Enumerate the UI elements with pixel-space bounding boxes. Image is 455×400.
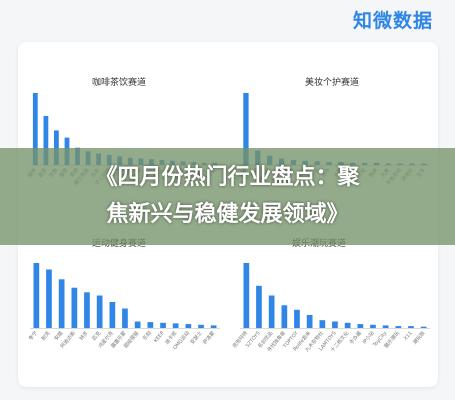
chart-2-tick-label-4: 特步 (78, 330, 90, 342)
chart-title-beauty: 美妆个护赛道 (305, 78, 360, 88)
chart-2-bar-10 (160, 322, 166, 328)
chart-2-bar-12 (185, 324, 192, 328)
headline-line-1: 《四月份热门行业盘点：聚 (95, 165, 360, 190)
chart-2-tick-label-2: 安踏 (53, 330, 65, 342)
headline-banner (0, 148, 455, 245)
chart-2-bar-1 (46, 269, 52, 328)
chart-3-bar-9 (357, 324, 364, 328)
chart-2-tick-label-0: 李宁 (27, 330, 39, 342)
chart-3-bar-8 (344, 322, 351, 328)
chart-3-bar-12 (395, 326, 402, 328)
chart-2-bar-9 (147, 322, 154, 328)
chart-0-bar-0 (32, 93, 38, 165)
chart-3-bar-2 (268, 295, 275, 328)
chart-2-bar-5 (96, 295, 103, 328)
chart-3-bar-11 (382, 325, 389, 328)
chart-3-tick-label-14: 潮玩族 (411, 330, 426, 346)
chart-3-bar-13 (408, 326, 414, 328)
chart-3-bar-14 (420, 326, 427, 328)
chart-0-bar-1 (43, 116, 49, 165)
chart-3-bar-6 (319, 320, 326, 328)
chart-2-bar-0 (33, 263, 40, 328)
chart-3-bar-5 (306, 315, 313, 328)
chart-2-bar-4 (84, 292, 90, 329)
chart-2-tick-label-5: 匹克 (91, 330, 102, 342)
chart-3-tick-label-9: 手办酱 (348, 330, 363, 346)
chart-2-bar-6 (109, 302, 116, 328)
chart-3-tick-label-13: X11 (403, 330, 414, 341)
headline-line-2: 焦新兴与稳健发展领域》 (106, 202, 349, 227)
chart-2-bar-2 (58, 279, 65, 329)
chart-3-bar-10 (370, 324, 376, 329)
chart-2-bar-3 (71, 287, 78, 328)
chart-2-bar-14 (210, 325, 217, 328)
chart-3-bar-7 (332, 321, 338, 328)
chart-3-bar-3 (281, 305, 288, 329)
chart-2-tick-label-9: 乐刻 (141, 330, 153, 342)
chart-1-bar-0 (243, 93, 249, 165)
chart-2-tick-label-1: 耐克 (40, 330, 52, 342)
chart-0-bar-2 (54, 130, 59, 165)
chart-title-coffee-tea: 咖啡茶饮赛道 (92, 78, 147, 88)
chart-3-bar-4 (294, 309, 300, 328)
chart-2-bar-7 (122, 308, 128, 328)
chart-2-tick-label-13: 亚瑟士 (189, 330, 204, 346)
chart-3-bar-0 (243, 263, 250, 328)
chart-3-bar-1 (256, 285, 262, 329)
chart-2-bar-13 (198, 324, 204, 329)
chart-2-tick-label-14: 萨洛蒙 (201, 330, 216, 346)
chart-2-bar-8 (134, 321, 141, 328)
chart-2-bar-11 (172, 323, 179, 328)
brand-logo: 知微数据 (352, 10, 433, 32)
